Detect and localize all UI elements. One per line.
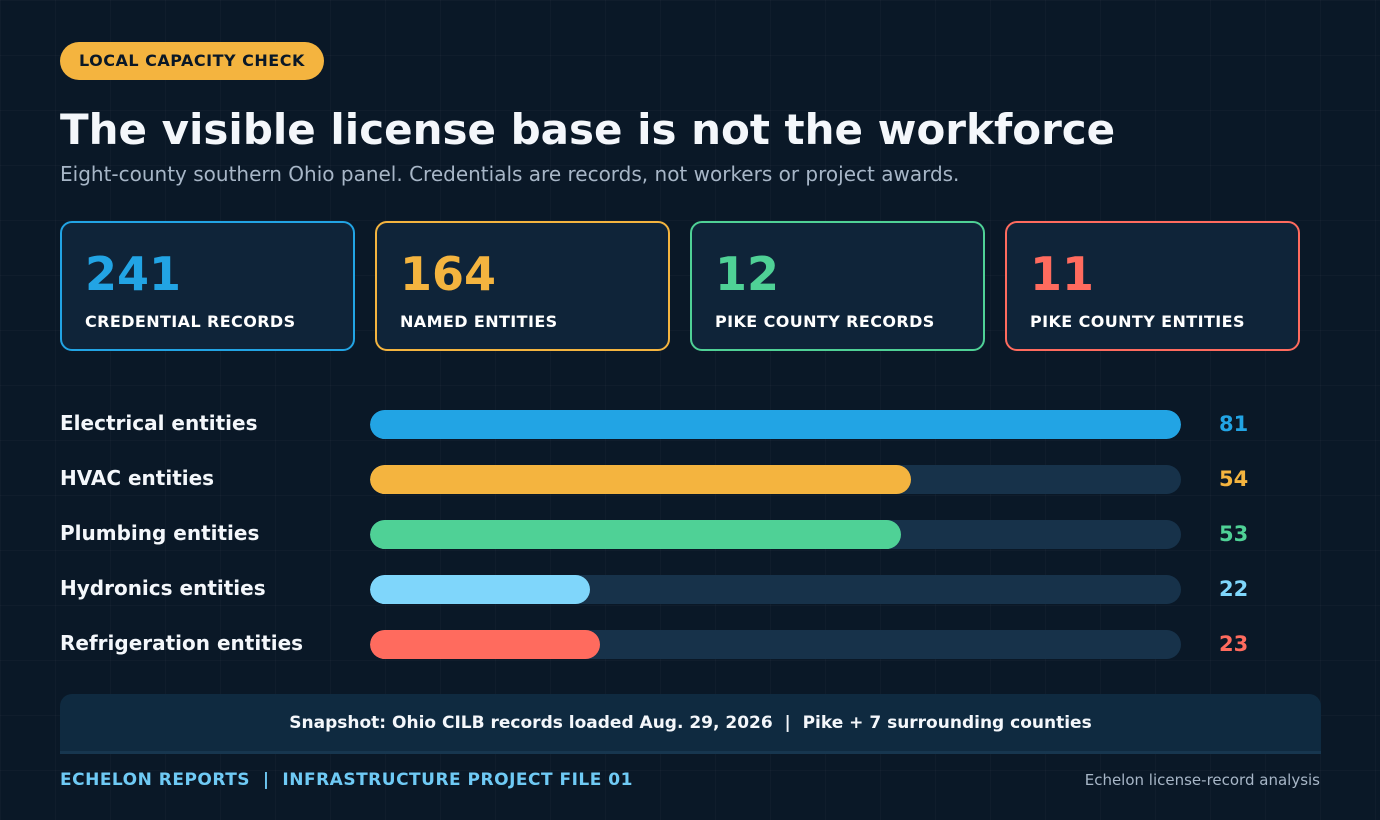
bar-track: [370, 575, 1181, 604]
stat-label: PIKE COUNTY ENTITIES: [1030, 312, 1245, 331]
stat-card: 11 PIKE COUNTY ENTITIES: [1005, 221, 1300, 351]
bar-label: Hydronics entities: [60, 576, 266, 600]
bar: [370, 465, 911, 494]
bar: [370, 520, 901, 549]
bar-track: [370, 465, 1181, 494]
stat-label: NAMED ENTITIES: [400, 312, 558, 331]
footer-brand: ECHELON REPORTS | INFRASTRUCTURE PROJECT…: [60, 770, 633, 790]
page-title: The visible license base is not the work…: [60, 105, 1116, 154]
bar-value-label: 53: [1219, 522, 1249, 546]
bar-label: Refrigeration entities: [60, 631, 304, 655]
bar-value-label: 22: [1219, 577, 1249, 601]
stat-value: 12: [715, 247, 780, 301]
bar-label: Electrical entities: [60, 411, 258, 435]
stat-label: CREDENTIAL RECORDS: [85, 312, 296, 331]
page-subtitle: Eight-county southern Ohio panel. Creden…: [60, 162, 960, 186]
bar-track: [370, 410, 1181, 439]
bar-value-label: 23: [1219, 632, 1249, 656]
stat-label: PIKE COUNTY RECORDS: [715, 312, 935, 331]
bar-label: Plumbing entities: [60, 521, 260, 545]
bar: [370, 575, 591, 604]
snapshot-text: Snapshot: Ohio CILB records loaded Aug. …: [289, 713, 1092, 733]
bar-track: [370, 630, 1181, 659]
stat-card: 164 NAMED ENTITIES: [375, 221, 670, 351]
category-badge: LOCAL CAPACITY CHECK: [60, 42, 324, 80]
bar-label: HVAC entities: [60, 466, 215, 490]
bar: [370, 630, 601, 659]
footer-credit: Echelon license-record analysis: [1084, 771, 1320, 789]
stat-card: 241 CREDENTIAL RECORDS: [60, 221, 355, 351]
bar-value-label: 54: [1219, 467, 1249, 491]
stat-value: 241: [85, 247, 182, 301]
stat-value: 11: [1030, 247, 1095, 301]
stat-card: 12 PIKE COUNTY RECORDS: [690, 221, 985, 351]
bar-track: [370, 520, 1181, 549]
bar: [370, 410, 1181, 439]
bar-value-label: 81: [1219, 412, 1249, 436]
stat-value: 164: [400, 247, 497, 301]
snapshot-banner: Snapshot: Ohio CILB records loaded Aug. …: [60, 694, 1321, 754]
